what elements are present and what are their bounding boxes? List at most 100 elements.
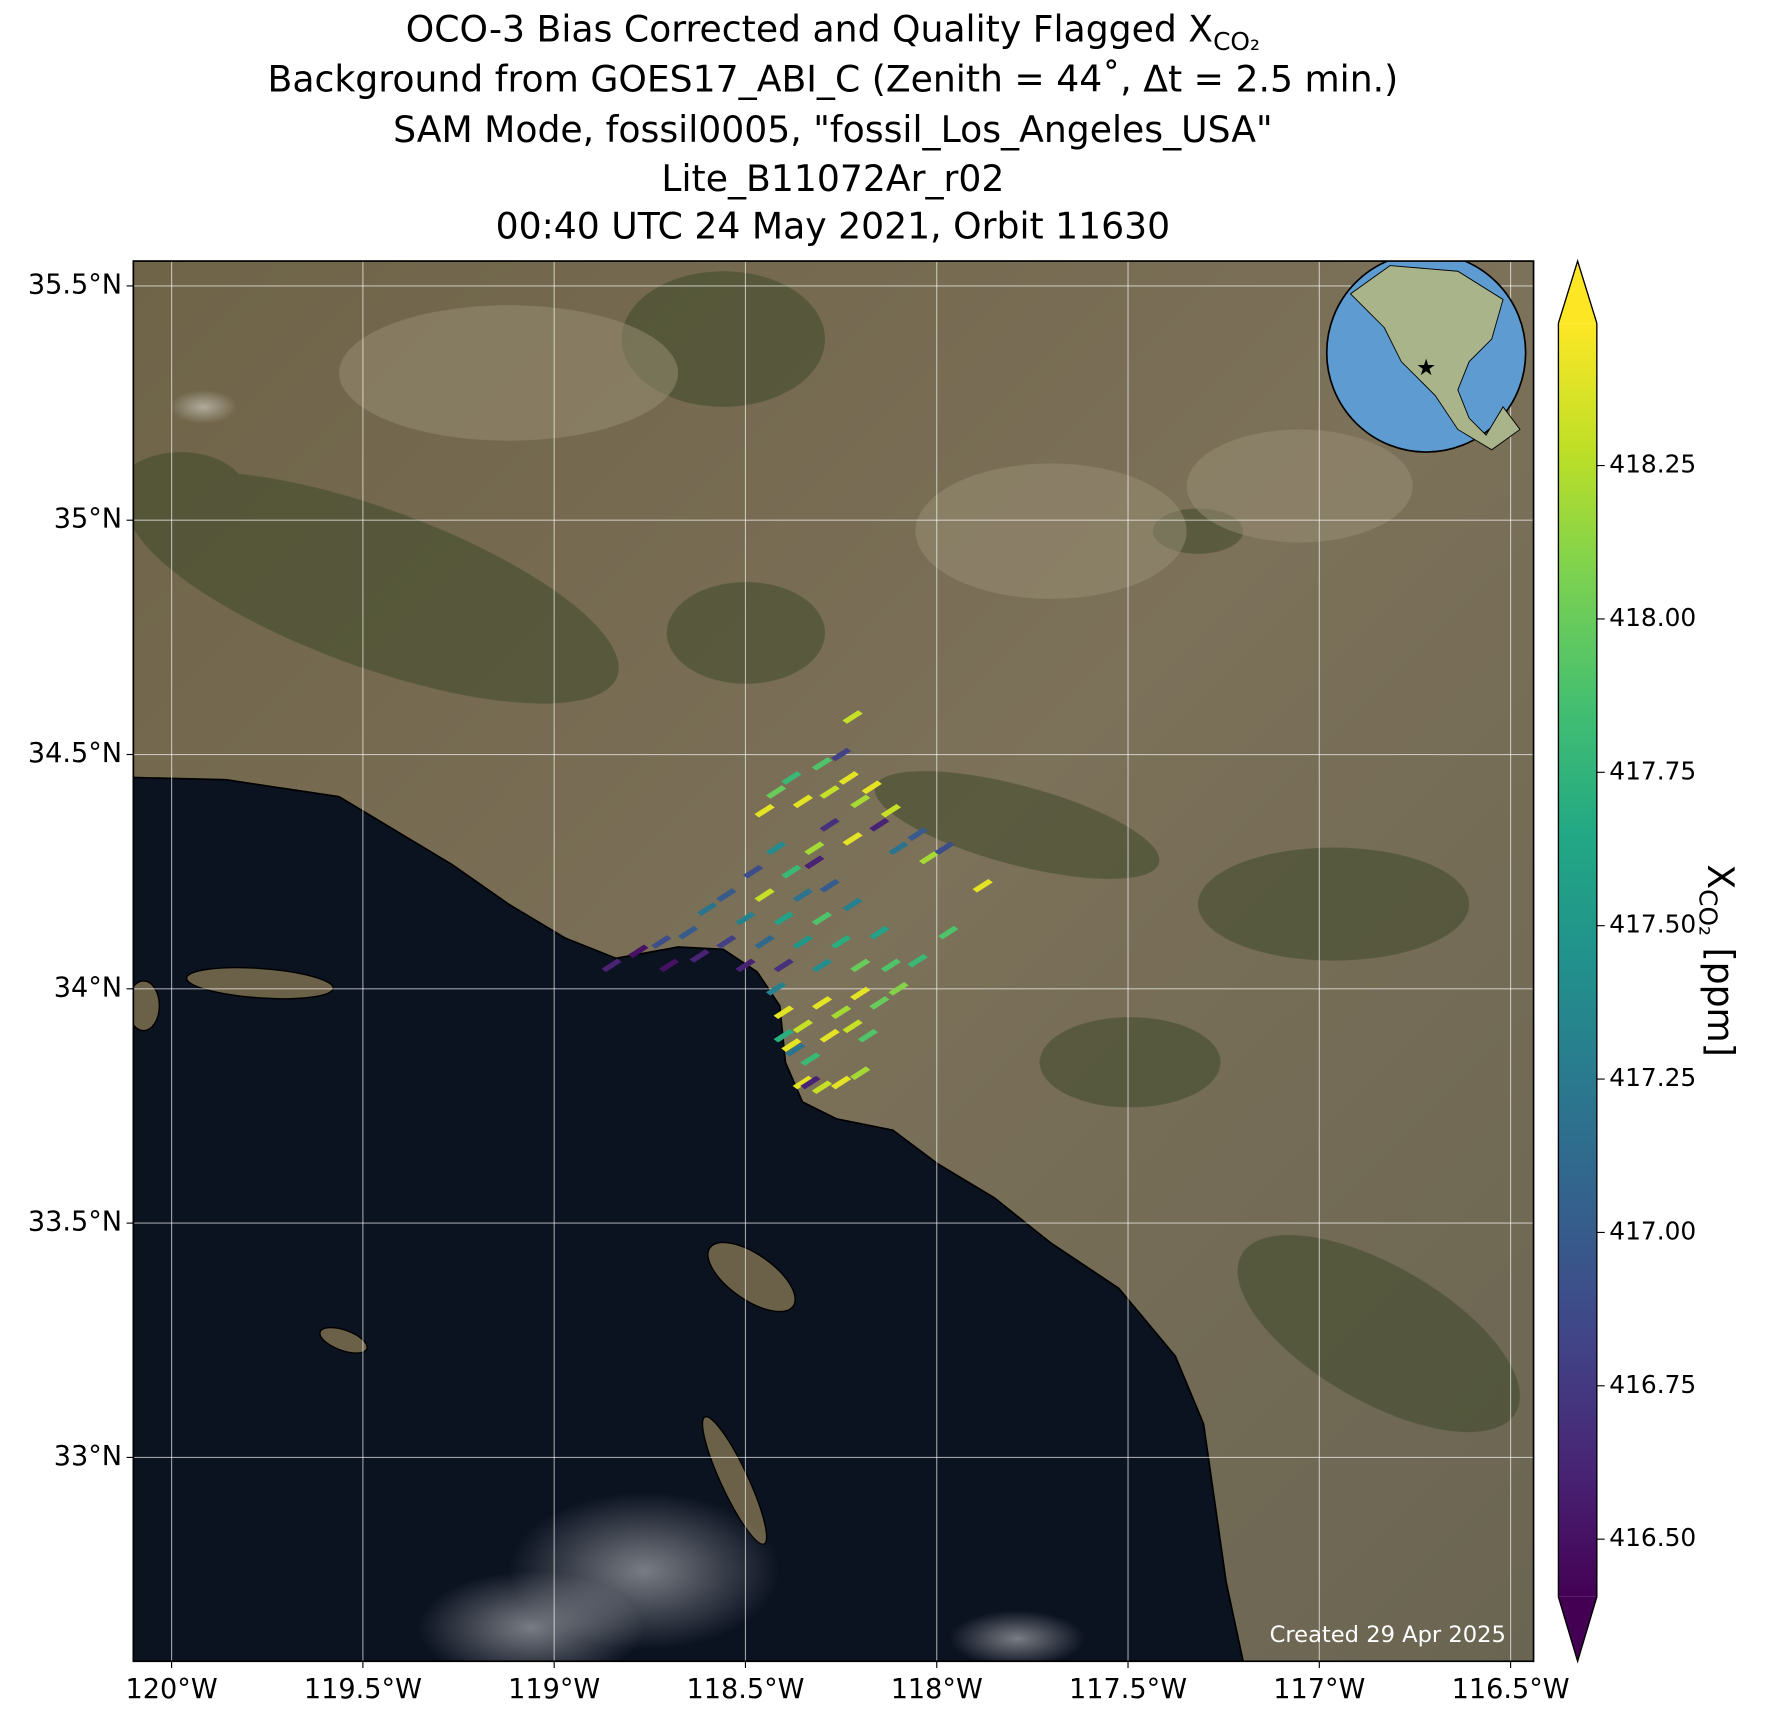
colorbar-tick-label: 416.75 — [1609, 1370, 1696, 1399]
sounding-pixel — [716, 888, 737, 902]
sounding-pixel — [838, 771, 859, 785]
colorbar-label-text: X — [1699, 864, 1742, 889]
y-tick-label: 34°N — [54, 972, 122, 1003]
sounding-pixel — [792, 1075, 814, 1090]
sounding-pixel — [819, 785, 840, 799]
sounding-pixel — [811, 757, 833, 771]
title-text: OCO-3 Bias Corrected and Quality Flagged… — [406, 8, 1213, 51]
sounding-pixel — [938, 925, 959, 940]
x-tick-label: 117°W — [1273, 1674, 1365, 1705]
sounding-pixel — [869, 996, 890, 1010]
x-tick-label: 117.5°W — [1069, 1674, 1187, 1705]
title-line: OCO-3 Bias Corrected and Quality Flagged… — [406, 8, 1260, 56]
sounding-pixel — [830, 935, 852, 949]
sounding-pixel — [735, 911, 756, 926]
sounding-pixel — [819, 1028, 840, 1043]
sounding-pixel — [677, 925, 699, 940]
sounding-pixel — [781, 864, 802, 879]
sounding-pixel — [830, 747, 852, 762]
clouds — [169, 389, 1085, 1662]
sounding-pixel — [842, 897, 863, 912]
colorbar-tick-label: 416.50 — [1609, 1523, 1696, 1552]
colorbar-extend-top — [1558, 261, 1597, 324]
sounding-pixel — [792, 888, 814, 902]
sounding-pixel — [861, 780, 882, 795]
sounding-pixel — [781, 771, 802, 785]
sounding-pixel — [792, 794, 814, 809]
x-tick-label: 118.5°W — [686, 1674, 804, 1705]
x-tick-label: 119.5°W — [304, 1674, 422, 1705]
y-tick-label: 34.5°N — [28, 738, 122, 769]
sounding-pixel — [628, 944, 649, 959]
soundings — [601, 710, 993, 1095]
sounding-pixel — [792, 1019, 814, 1034]
title-line: Lite_B11072Ar_r02 — [661, 157, 1004, 200]
site-marker: ★ — [1416, 355, 1436, 381]
inset-globe: ★ — [1325, 261, 1527, 453]
sounding-pixel — [804, 855, 825, 870]
sounding-pixel — [934, 841, 955, 856]
sounding-pixel — [800, 1052, 821, 1066]
colorbar-tick-label: 417.25 — [1609, 1063, 1696, 1092]
sounding-pixel — [907, 827, 928, 841]
sounding-pixel — [773, 1028, 794, 1043]
sounding-pixel — [907, 953, 928, 968]
desert — [339, 305, 1413, 599]
sounding-pixel — [830, 1005, 852, 1020]
x-tick-label: 120°W — [126, 1674, 218, 1705]
sounding-pixel — [869, 818, 890, 832]
sounding-pixel — [735, 958, 756, 973]
colorbar: 416.50 416.75 417.00 417.25 417.50 417.75 418.… — [1557, 258, 1696, 1664]
title-block: OCO-3 Bias Corrected and Quality Flagged… — [268, 8, 1399, 248]
y-tick-label: 33.5°N — [28, 1207, 122, 1238]
sounding-pixel — [754, 803, 775, 818]
sounding-pixel — [785, 1042, 806, 1057]
sounding-pixel — [830, 1075, 852, 1090]
colorbar-body — [1558, 323, 1597, 1597]
ocean — [133, 776, 1244, 1662]
y-tick-label: 35.5°N — [28, 269, 122, 300]
sounding-pixel — [754, 888, 775, 902]
sounding-pixel — [716, 935, 737, 949]
y-tick-label: 33°N — [54, 1441, 122, 1472]
colorbar-tick-label: 417.75 — [1609, 756, 1696, 785]
x-tick-label: 118°W — [891, 1674, 983, 1705]
islands — [133, 966, 796, 1545]
colorbar-label-suffix: [ppm] — [1699, 936, 1742, 1057]
sounding-pixel — [773, 1005, 794, 1020]
sounding-pixel — [880, 958, 902, 973]
sounding-pixel — [888, 841, 909, 856]
title-subscript: CO₂ — [1213, 27, 1260, 56]
sounding-pixel — [842, 710, 863, 724]
sounding-pixel — [850, 794, 871, 809]
sounding-pixel — [811, 911, 833, 926]
sounding-pixel — [869, 925, 890, 940]
sounding-pixel — [888, 982, 909, 996]
sounding-pixel — [811, 996, 833, 1010]
colorbar-tick-label: 417.00 — [1609, 1216, 1696, 1245]
title-line: Background from GOES17_ABI_C (Zenith = 4… — [268, 57, 1399, 100]
colorbar-label-subscript: CO₂ — [1693, 889, 1722, 936]
sounding-pixel — [842, 1019, 863, 1034]
sounding-pixel — [972, 878, 993, 893]
colorbar-tick-label: 418.25 — [1609, 450, 1696, 479]
sounding-pixel — [658, 958, 680, 973]
sounding-pixel — [697, 902, 718, 916]
sounding-pixel — [781, 1038, 802, 1052]
grid — [133, 261, 1534, 1662]
sounding-pixel — [651, 935, 672, 949]
sounding-pixel — [850, 1066, 871, 1080]
y-tick-label: 35°N — [54, 504, 122, 535]
colorbar-label: XCO₂ [ppm] — [1693, 864, 1741, 1057]
colorbar-tick-label: 418.00 — [1609, 603, 1696, 632]
sounding-pixel — [765, 841, 787, 856]
sounding-pixel — [804, 841, 825, 856]
sounding-pixel — [773, 911, 794, 926]
title-line: 00:40 UTC 24 May 2021, Orbit 11630 — [496, 204, 1171, 247]
colorbar-tick-label: 417.50 — [1609, 910, 1696, 939]
sounding-pixel — [773, 958, 794, 973]
sounding-pixel — [819, 878, 840, 893]
sounding-pixel — [819, 818, 840, 832]
